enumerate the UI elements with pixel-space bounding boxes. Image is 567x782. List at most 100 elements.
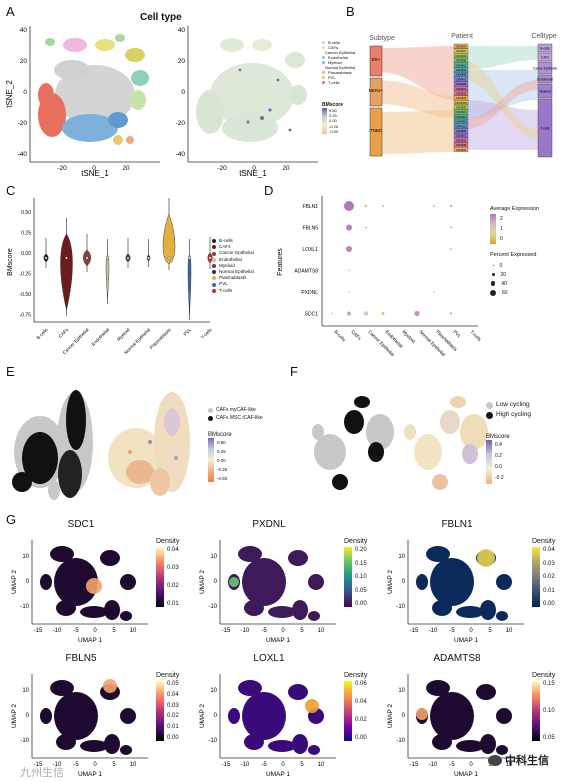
gene-title: FBLN1 <box>441 519 473 530</box>
tick-label: 0 <box>23 89 27 96</box>
umap-cluster <box>288 550 308 566</box>
colorbar-tick: 0.05 <box>167 681 179 687</box>
umap-cluster <box>416 574 428 590</box>
expression-dot <box>365 226 367 229</box>
tick-label: -10 <box>396 604 405 610</box>
svg-text:Celltype: Celltype <box>531 33 556 40</box>
violin <box>60 233 73 311</box>
tick-label: CID4513 <box>456 87 467 91</box>
tick-label: 0 <box>26 713 30 719</box>
tick-label: 0 <box>252 165 256 172</box>
panel-a-bm-legend: BMscore 0.50 0.25 0.00 -0.25 -0.50 <box>322 102 343 134</box>
legend-item: High cycling <box>486 410 531 420</box>
legend-swatch <box>208 415 213 421</box>
colorbar-tick: 0.04 <box>167 547 179 553</box>
panel-label-e: E <box>6 364 15 379</box>
tick-label: -5 <box>449 762 455 768</box>
density-colorbar <box>156 547 164 607</box>
expression-dot <box>449 312 453 315</box>
umap-cluster <box>54 558 98 606</box>
density-legend: Density 0.15 0.10 0.05 <box>532 672 555 741</box>
tick-label: FBLN1 <box>302 204 318 210</box>
umap-cluster <box>496 611 508 621</box>
density-hotspot <box>305 699 319 713</box>
density-title: Density <box>344 538 368 545</box>
colorbar-tick: 0.15 <box>355 560 367 567</box>
tick-label: 10 <box>318 762 325 768</box>
umap-cluster <box>80 606 108 618</box>
tick-label: -10 <box>396 738 405 744</box>
legend-item: Plasmablasts <box>212 275 254 281</box>
density-legend: Density 0.04 0.03 0.02 0.01 0.00 <box>532 538 555 607</box>
patient-segment <box>453 90 469 96</box>
tick-label: CID4471 <box>456 77 467 81</box>
tick-label: 0 <box>402 713 406 719</box>
umap-cluster <box>120 611 132 621</box>
umap-cluster <box>430 692 474 740</box>
expression-dot <box>347 311 351 316</box>
violin-median <box>188 256 191 260</box>
patient-segment <box>453 43 469 49</box>
panel-e-umaps <box>12 390 190 500</box>
tick-label: CID45111 <box>455 124 467 128</box>
umap-cluster <box>268 740 296 752</box>
legend-label: Normal Epithelial <box>219 269 254 275</box>
tick-label: 20 <box>282 165 290 172</box>
gene-title: PXDNL <box>252 519 286 530</box>
bm-colorbar <box>486 440 492 484</box>
colorbar-tick: 0.4 <box>495 442 502 448</box>
tick-label: -15 <box>410 762 419 768</box>
legend-swatch <box>212 245 216 250</box>
umap-cluster <box>104 600 120 620</box>
tick-label: 0 <box>181 89 185 96</box>
tick-label: Myeloid <box>401 329 416 344</box>
colorbar-tick: 0.03 <box>167 565 179 571</box>
panel-label-b: B <box>346 4 355 19</box>
tick-label: Cancer Epithelial <box>533 67 557 71</box>
colorbar-tick: 1 <box>500 226 503 232</box>
tick-label: 0 <box>469 628 473 634</box>
bm-colorbar <box>208 438 214 482</box>
watermark-left: 九州生信 <box>20 767 64 779</box>
tick-label: -15 <box>222 762 231 768</box>
expression-dot <box>344 201 354 211</box>
patient-segment <box>453 147 469 152</box>
panel-f-bm-title: BMscore <box>486 434 510 440</box>
tick-label: PVL <box>183 327 193 337</box>
legend-label: CAFs myCAF-like <box>216 407 256 413</box>
umap-cluster <box>308 574 324 590</box>
tick-label: UMAP 1 <box>266 637 290 644</box>
tick-label: 10 <box>210 554 217 560</box>
tick-label: -5 <box>261 762 267 768</box>
violin-median <box>106 256 109 260</box>
umap-cluster <box>480 734 496 754</box>
tick-label: CID3586 <box>456 129 467 133</box>
pct-legend-label: 60 <box>502 289 508 296</box>
legend-swatch <box>212 257 216 262</box>
density-legend: Density 0.05 0.04 0.03 0.02 0.01 0.00 <box>156 672 179 741</box>
colorbar-tick: 2 <box>500 216 503 222</box>
umap-cluster <box>228 708 240 724</box>
colorbar-tick: -0.25 <box>329 123 339 129</box>
panel-a-legend: B-cells CAFs Cancer Epithelial Endothelial M… <box>322 40 355 85</box>
tick-label: CID4290A <box>455 54 467 58</box>
umap-cluster <box>80 740 108 752</box>
legend-item: Myeloid <box>322 60 352 65</box>
density-hotspot <box>229 577 239 587</box>
wechat-icon <box>488 754 502 766</box>
legend-item: Normal Epithelial <box>322 65 355 70</box>
legend-swatch <box>212 276 216 281</box>
violin-median <box>85 256 89 260</box>
umap-cluster <box>242 692 286 740</box>
legend-item: Plasmablasts <box>322 70 352 75</box>
density-hotspot <box>103 679 117 693</box>
svg-text:Features: Features <box>277 248 284 276</box>
legend-item: T-cells <box>322 80 352 85</box>
expression-dot <box>364 204 368 208</box>
colorbar-tick: 0 <box>500 236 503 242</box>
tick-label: 10 <box>398 688 405 694</box>
tick-label: 10 <box>506 762 513 768</box>
tick-label: 0.50 <box>21 210 31 216</box>
